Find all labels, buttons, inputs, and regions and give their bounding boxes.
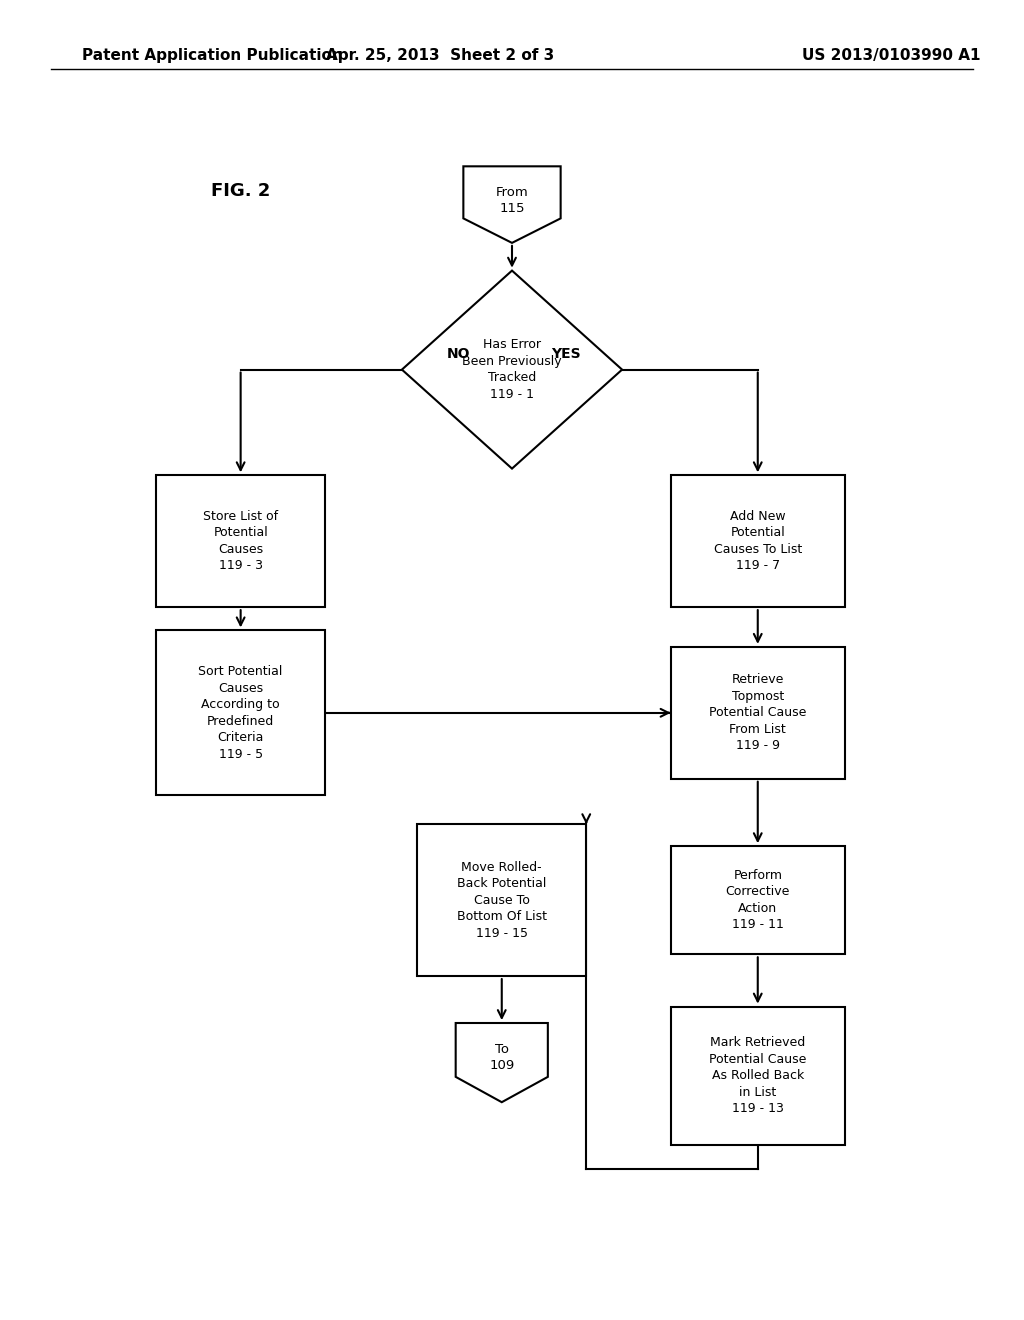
Text: Perform
Corrective
Action
119 - 11: Perform Corrective Action 119 - 11 xyxy=(726,869,790,932)
Polygon shape xyxy=(456,1023,548,1102)
Text: FIG. 2: FIG. 2 xyxy=(211,182,270,201)
Bar xyxy=(418,824,586,977)
Text: US 2013/0103990 A1: US 2013/0103990 A1 xyxy=(802,48,980,63)
Text: YES: YES xyxy=(551,347,581,360)
Bar xyxy=(671,846,845,954)
Text: Move Rolled-
Back Potential
Cause To
Bottom Of List
119 - 15: Move Rolled- Back Potential Cause To Bot… xyxy=(457,861,547,940)
Text: Apr. 25, 2013  Sheet 2 of 3: Apr. 25, 2013 Sheet 2 of 3 xyxy=(327,48,554,63)
Text: NO: NO xyxy=(446,347,470,360)
Text: Add New
Potential
Causes To List
119 - 7: Add New Potential Causes To List 119 - 7 xyxy=(714,510,802,573)
Bar xyxy=(156,631,326,795)
Text: Mark Retrieved
Potential Cause
As Rolled Back
in List
119 - 13: Mark Retrieved Potential Cause As Rolled… xyxy=(709,1036,807,1115)
Bar xyxy=(671,1006,845,1144)
Text: Retrieve
Topmost
Potential Cause
From List
119 - 9: Retrieve Topmost Potential Cause From Li… xyxy=(709,673,807,752)
Bar xyxy=(156,475,326,607)
Text: From
115: From 115 xyxy=(496,186,528,215)
Text: Store List of
Potential
Causes
119 - 3: Store List of Potential Causes 119 - 3 xyxy=(203,510,279,573)
Text: Sort Potential
Causes
According to
Predefined
Criteria
119 - 5: Sort Potential Causes According to Prede… xyxy=(199,665,283,760)
Polygon shape xyxy=(401,271,623,469)
Bar xyxy=(671,647,845,779)
Text: Has Error
Been Previously
Tracked
119 - 1: Has Error Been Previously Tracked 119 - … xyxy=(462,338,562,401)
Polygon shape xyxy=(463,166,561,243)
Text: Patent Application Publication: Patent Application Publication xyxy=(82,48,343,63)
Text: To
109: To 109 xyxy=(489,1043,514,1072)
Bar xyxy=(671,475,845,607)
